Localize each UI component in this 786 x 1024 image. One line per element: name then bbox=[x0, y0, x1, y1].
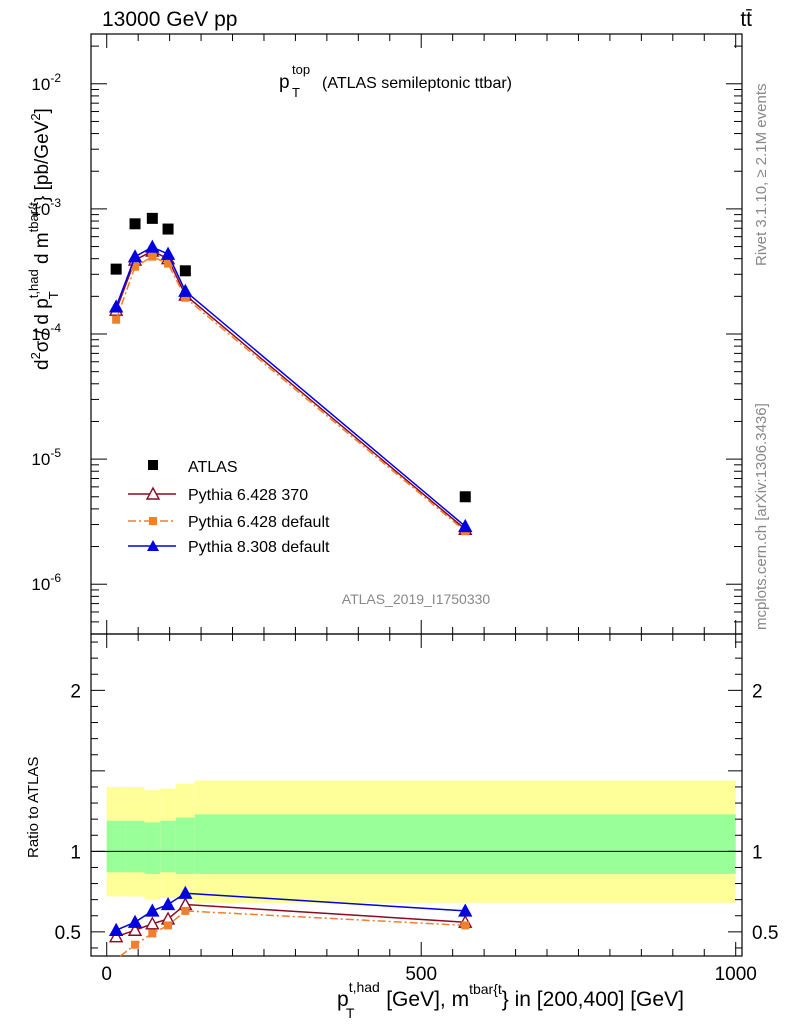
p8-default-ratio-point bbox=[458, 903, 473, 917]
y-tick-label: 10-6 bbox=[31, 571, 61, 594]
plot-title-main: p bbox=[279, 72, 290, 93]
legend-marker-p6-370 bbox=[145, 486, 161, 500]
ratio-uncertainty-bands bbox=[106, 780, 736, 903]
p8-default-point bbox=[127, 249, 143, 263]
ratio-y-tick-label-right: 0.5 bbox=[752, 923, 778, 944]
ratio-y-tick-label: 1 bbox=[70, 842, 81, 863]
rivet-label: Rivet 3.1.10, ≥ 2.1M events bbox=[753, 84, 770, 267]
atlas-point bbox=[129, 218, 141, 230]
band-inner bbox=[175, 817, 195, 874]
band-inner bbox=[160, 820, 176, 873]
x-tick-label: 1000 bbox=[715, 964, 757, 985]
main-axes: 10-6 10-5 10-4 10-3 10-2 bbox=[31, 34, 742, 635]
legend-marker-p6-default bbox=[149, 517, 157, 525]
y-tick-label: 10-2 bbox=[31, 71, 61, 94]
x-axis-label: pt,had T [GeV], mtbar{t} in [200,400] [Ge… bbox=[337, 979, 684, 1021]
ratio-y-tick-label: 2 bbox=[70, 681, 81, 702]
p6-default-ratio-point bbox=[181, 906, 190, 915]
p6-default-point bbox=[181, 293, 190, 302]
p6-default-ratio-point bbox=[461, 921, 470, 930]
plot-title-sub: T bbox=[292, 85, 300, 100]
plot-title-rest: (ATLAS semileptonic ttbar) bbox=[322, 75, 512, 92]
p6-default-ratio-point bbox=[131, 940, 140, 949]
p8-default-ratio-point bbox=[127, 914, 143, 928]
atlas-point bbox=[110, 263, 122, 275]
atlas-point bbox=[179, 265, 191, 277]
band-inner bbox=[194, 814, 736, 874]
band-inner bbox=[106, 820, 126, 873]
p8-default-point bbox=[108, 299, 124, 313]
p8-default-point bbox=[160, 246, 176, 260]
p6-default-point bbox=[164, 259, 173, 268]
x-tick-label: 0 bbox=[101, 964, 112, 985]
p8-default-ratio-point bbox=[178, 885, 193, 899]
energy-label: 13000 GeV pp bbox=[102, 8, 237, 31]
p6-default-point bbox=[131, 262, 140, 271]
p6-default-line bbox=[115, 255, 466, 532]
ratio-y-tick-label-right: 2 bbox=[752, 681, 763, 702]
legend-label-p6-370: Pythia 6.428 370 bbox=[188, 487, 308, 504]
p8-default-point bbox=[458, 518, 473, 533]
legend-marker-p8-default bbox=[147, 540, 159, 551]
analysis-id: ATLAS_2019_I1750330 bbox=[342, 591, 491, 607]
atlas-point bbox=[146, 212, 158, 224]
legend-marker-atlas bbox=[148, 460, 158, 470]
x-tick-label: 500 bbox=[405, 964, 437, 985]
ratio-y-tick-label-right: 1 bbox=[752, 842, 763, 863]
p8-default-line bbox=[115, 246, 466, 527]
plot-title-sup: top bbox=[292, 62, 310, 77]
ratio-ylabel: Ratio to ATLAS bbox=[25, 757, 42, 858]
p6-370-ratio-point bbox=[108, 929, 124, 943]
atlas-point bbox=[162, 223, 174, 235]
p8-default-ratio-point bbox=[160, 897, 176, 911]
legend-label-atlas: ATLAS bbox=[188, 459, 238, 476]
ratio-y-tick-label: 0.5 bbox=[55, 923, 81, 944]
p8-default-ratio-point bbox=[108, 922, 124, 936]
p6-default-ratio-line bbox=[119, 910, 466, 957]
legend-label-p6-default: Pythia 6.428 default bbox=[188, 514, 330, 531]
band-inner bbox=[144, 822, 161, 874]
p6-default-point bbox=[112, 315, 121, 324]
band-inner bbox=[125, 820, 145, 873]
p8-default-ratio-point bbox=[145, 903, 160, 917]
mcplots-label: mcplots.cern.ch [arXiv:1306.3436] bbox=[753, 403, 770, 630]
p8-default-point bbox=[178, 283, 193, 297]
p6-370-ratio-point bbox=[127, 922, 143, 936]
main-series bbox=[108, 212, 473, 536]
ratio-series bbox=[108, 885, 473, 957]
y-tick-label: 10-3 bbox=[31, 196, 61, 219]
p6-default-point bbox=[148, 252, 157, 261]
atlas-point bbox=[459, 491, 471, 503]
p6-default-ratio-point bbox=[148, 929, 157, 938]
process-label: tt̄ bbox=[740, 8, 752, 31]
ratio-axes: 0.5 0.5 1 1 2 2 0 500 1000 bbox=[55, 634, 778, 985]
legend: ATLAS Pythia 6.428 370 Pythia 6.428 defa… bbox=[128, 459, 330, 556]
p6-370-ratio-point bbox=[145, 916, 160, 930]
p6-default-ratio-point bbox=[164, 921, 173, 930]
p8-default-point bbox=[145, 239, 160, 253]
legend-label-p8-default: Pythia 8.308 default bbox=[188, 539, 330, 556]
y-tick-label: 10-4 bbox=[31, 321, 61, 344]
plot-title: p top T (ATLAS semileptonic ttbar) bbox=[279, 62, 512, 100]
y-tick-label: 10-5 bbox=[31, 446, 61, 469]
ratio-frame bbox=[90, 633, 743, 957]
